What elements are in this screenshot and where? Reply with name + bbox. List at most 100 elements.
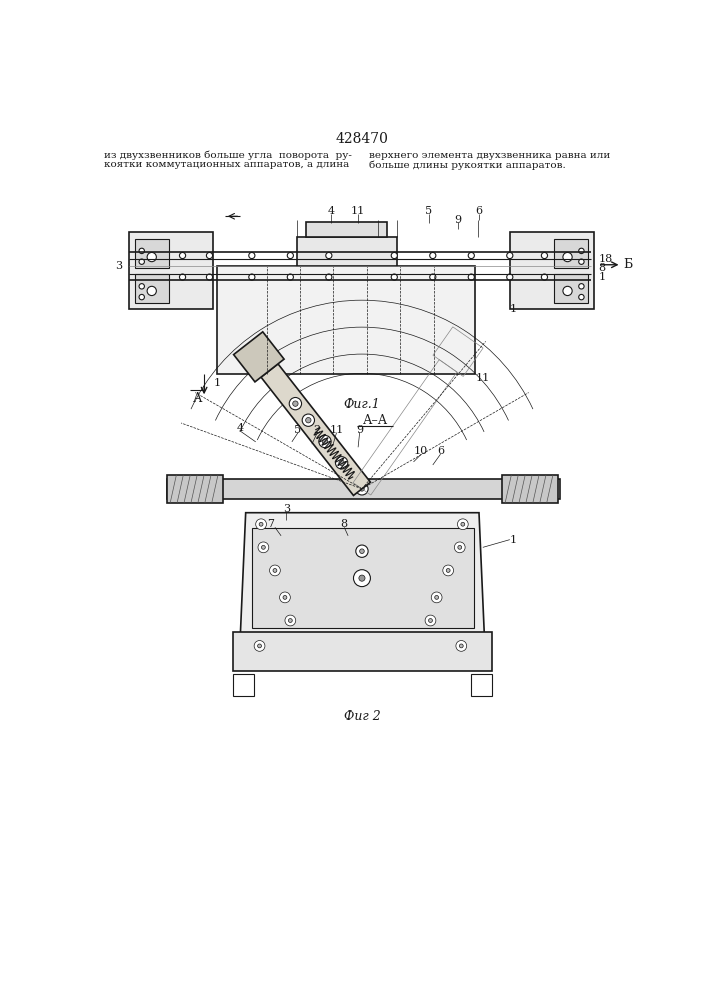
Text: 6: 6	[475, 206, 483, 216]
Text: верхнего элемента двухзвенника равна или: верхнего элемента двухзвенника равна или	[369, 151, 610, 160]
Circle shape	[455, 542, 465, 553]
Circle shape	[563, 286, 572, 296]
Text: 11: 11	[329, 425, 344, 435]
Circle shape	[428, 619, 433, 622]
Circle shape	[468, 274, 474, 280]
Circle shape	[468, 252, 474, 259]
Polygon shape	[261, 364, 370, 495]
Circle shape	[206, 274, 213, 280]
Circle shape	[319, 435, 331, 448]
Circle shape	[283, 595, 287, 599]
Circle shape	[279, 592, 291, 603]
Text: 1: 1	[598, 272, 605, 282]
Bar	[296, 237, 397, 266]
Text: 5: 5	[426, 206, 433, 216]
Bar	[135, 239, 170, 268]
Circle shape	[335, 457, 348, 469]
Circle shape	[257, 644, 262, 648]
Text: 3: 3	[283, 504, 290, 514]
Circle shape	[507, 252, 513, 259]
Circle shape	[180, 252, 186, 259]
Circle shape	[293, 401, 298, 406]
Circle shape	[339, 460, 344, 465]
Circle shape	[288, 619, 292, 622]
Circle shape	[542, 252, 547, 259]
Text: Б: Б	[623, 258, 632, 271]
Text: 1: 1	[510, 535, 518, 545]
Circle shape	[287, 274, 293, 280]
Text: 11: 11	[476, 373, 490, 383]
Circle shape	[139, 294, 144, 300]
Circle shape	[579, 284, 584, 289]
Circle shape	[249, 252, 255, 259]
Text: 1: 1	[510, 304, 517, 314]
Circle shape	[273, 569, 277, 572]
Circle shape	[305, 418, 311, 423]
Circle shape	[430, 252, 436, 259]
Circle shape	[360, 549, 364, 554]
Circle shape	[254, 641, 265, 651]
Circle shape	[356, 483, 368, 495]
Text: Фиг 2: Фиг 2	[344, 710, 380, 723]
Text: 8: 8	[598, 263, 605, 273]
Circle shape	[249, 274, 255, 280]
Circle shape	[425, 615, 436, 626]
Text: 4: 4	[327, 206, 334, 216]
Circle shape	[443, 565, 454, 576]
Bar	[510, 232, 595, 309]
Text: А: А	[193, 392, 203, 405]
Bar	[217, 266, 475, 374]
Circle shape	[430, 274, 436, 280]
Text: 8: 8	[341, 519, 348, 529]
Text: 9: 9	[356, 425, 363, 435]
Circle shape	[289, 397, 302, 410]
Circle shape	[354, 570, 370, 587]
Circle shape	[579, 294, 584, 300]
Circle shape	[431, 592, 442, 603]
Circle shape	[326, 274, 332, 280]
Circle shape	[302, 414, 315, 426]
Circle shape	[285, 615, 296, 626]
Text: 18: 18	[598, 254, 612, 264]
Bar	[502, 475, 558, 503]
Circle shape	[457, 519, 468, 530]
Bar	[129, 232, 214, 309]
Circle shape	[542, 274, 547, 280]
Text: 428470: 428470	[336, 132, 388, 146]
Circle shape	[391, 274, 397, 280]
Circle shape	[147, 252, 156, 262]
Bar	[471, 674, 492, 696]
Bar	[233, 674, 254, 696]
Circle shape	[326, 252, 332, 259]
Text: 10: 10	[414, 446, 428, 456]
Circle shape	[563, 252, 572, 262]
Text: А–А: А–А	[363, 414, 387, 427]
Circle shape	[206, 252, 213, 259]
Circle shape	[446, 569, 450, 572]
Circle shape	[258, 542, 269, 553]
Circle shape	[147, 286, 156, 296]
Circle shape	[269, 565, 281, 576]
Circle shape	[139, 284, 144, 289]
Bar	[252, 528, 474, 628]
Polygon shape	[233, 332, 284, 382]
Text: 3: 3	[115, 261, 122, 271]
Circle shape	[360, 487, 364, 491]
Bar	[167, 475, 223, 503]
Text: 4: 4	[237, 423, 244, 433]
Circle shape	[461, 522, 464, 526]
Polygon shape	[240, 513, 484, 636]
Text: 9: 9	[455, 215, 462, 225]
Circle shape	[579, 259, 584, 264]
Text: Фиг.1: Фиг.1	[344, 398, 380, 411]
Circle shape	[262, 545, 265, 549]
Circle shape	[456, 641, 467, 651]
Circle shape	[391, 252, 397, 259]
Circle shape	[322, 439, 327, 444]
Text: больше длины рукоятки аппаратов.: больше длины рукоятки аппаратов.	[369, 160, 566, 170]
Circle shape	[507, 274, 513, 280]
Circle shape	[460, 644, 463, 648]
Text: из двухзвенников больше угла  поворота  ру-: из двухзвенников больше угла поворота ру…	[104, 151, 352, 160]
Text: 7: 7	[267, 519, 274, 529]
Circle shape	[359, 575, 365, 581]
